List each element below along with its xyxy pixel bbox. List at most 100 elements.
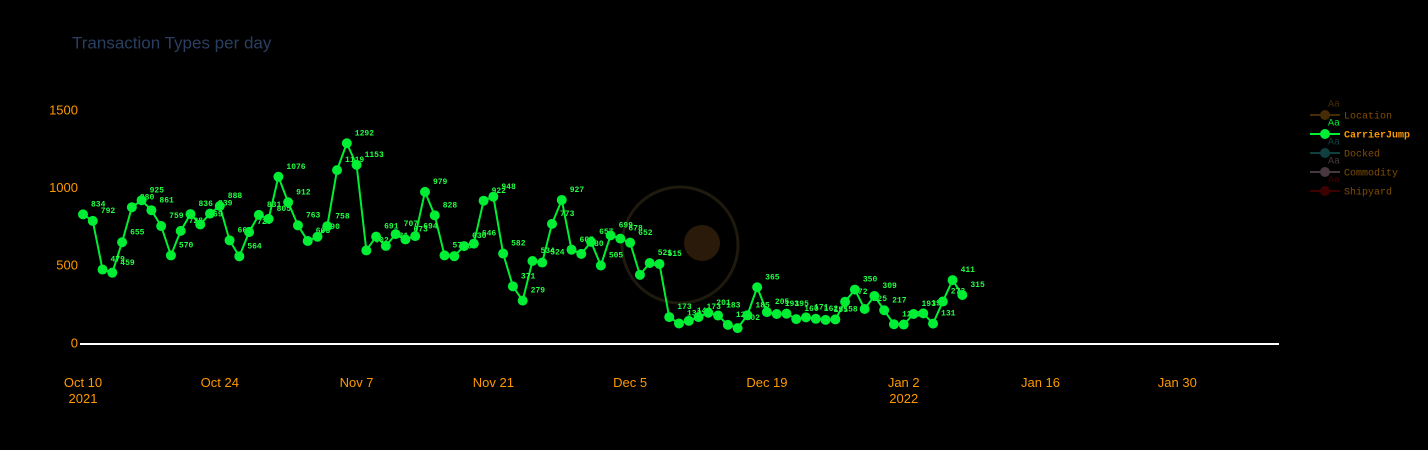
data-point [234, 251, 245, 262]
data-label: 834 [91, 201, 106, 210]
data-point [820, 314, 831, 325]
data-point [371, 231, 382, 242]
data-label: 371 [521, 272, 536, 281]
legend-marker [1320, 148, 1330, 158]
legend-item[interactable]: Aa Location [1310, 100, 1392, 123]
legend-symbol-text: Aa [1328, 138, 1340, 149]
data-label: 315 [970, 281, 985, 290]
data-label: 155 [834, 306, 849, 315]
data-point [117, 237, 128, 248]
data-point [634, 269, 645, 280]
data-label: 652 [638, 229, 653, 238]
data-label: 948 [501, 183, 516, 192]
x-tick-label: Oct 24 [201, 375, 239, 390]
data-point [390, 229, 401, 240]
data-label: 524 [550, 249, 565, 258]
data-label: 505 [609, 252, 624, 261]
data-label: 673 [413, 226, 428, 235]
data-label: 183 [726, 302, 741, 311]
data-label: 922 [492, 187, 507, 196]
data-label: 102 [746, 314, 761, 323]
legend-item[interactable]: Aa Shipyard [1310, 176, 1392, 199]
data-point [654, 258, 665, 269]
data-label: 171 [814, 304, 829, 313]
data-point [459, 241, 470, 252]
data-label: 534 [540, 247, 555, 256]
data-point [586, 236, 597, 247]
data-label: 479 [111, 256, 126, 265]
data-point [224, 235, 235, 246]
data-point [683, 315, 694, 326]
legend-marker [1320, 129, 1330, 139]
data-point [615, 233, 626, 244]
data-point [576, 248, 587, 259]
data-label: 927 [570, 186, 585, 195]
data-point [185, 209, 196, 220]
data-label: 831 [267, 201, 282, 210]
data-point [713, 310, 724, 321]
watermark [620, 185, 740, 305]
data-label: 205 [775, 298, 790, 307]
data-label: 925 [150, 186, 165, 195]
data-point [693, 312, 704, 323]
data-label: 828 [443, 201, 458, 210]
data-point [214, 201, 225, 212]
data-point [791, 314, 802, 325]
data-point [527, 256, 538, 267]
data-point [517, 295, 528, 306]
data-label: 225 [873, 295, 888, 304]
data-label: 131 [941, 310, 956, 319]
data-label: 309 [882, 282, 897, 291]
y-tick-label: 0 [71, 335, 78, 350]
data-label: 880 [140, 193, 155, 202]
data-point [644, 258, 655, 269]
data-label: 173 [707, 303, 722, 312]
data-point [888, 319, 899, 330]
data-label: 691 [384, 223, 399, 232]
data-label: 646 [482, 230, 497, 239]
data-label: 655 [130, 228, 145, 237]
legend-label: Commodity [1344, 168, 1398, 180]
data-label: 459 [120, 259, 135, 268]
data-label: 979 [433, 178, 448, 187]
data-label: 657 [599, 228, 614, 237]
data-point [752, 282, 763, 293]
data-label: 602 [374, 237, 389, 246]
data-point [253, 209, 264, 220]
y-tick-label: 1000 [49, 180, 78, 195]
data-point [478, 195, 489, 206]
data-point [546, 218, 557, 229]
data-point [146, 205, 157, 216]
legend-label: CarrierJump [1344, 130, 1410, 142]
data-label: 888 [228, 192, 243, 201]
data-label: 861 [159, 196, 174, 205]
data-point [937, 296, 948, 307]
data-label: 839 [218, 200, 233, 209]
data-label: 521 [658, 249, 673, 258]
data-label: 132 [687, 310, 702, 319]
data-point [322, 221, 333, 232]
data-point [664, 312, 675, 323]
data-point [947, 275, 958, 286]
data-label: 769 [208, 211, 223, 220]
data-point [468, 238, 479, 249]
data-label: 162 [824, 305, 839, 314]
legend-item[interactable]: Aa Commodity [1310, 157, 1398, 180]
data-label: 763 [306, 212, 321, 221]
legend-item[interactable]: Aa CarrierJump [1310, 119, 1410, 142]
data-label: 1076 [286, 163, 305, 172]
data-point [703, 307, 714, 318]
data-point [205, 208, 216, 219]
x-tick-label: Jan 30 [1158, 375, 1197, 390]
data-point [419, 186, 430, 197]
legend-item[interactable]: Aa Docked [1310, 138, 1380, 161]
x-tick-label: Nov 21 [473, 375, 514, 390]
data-point [879, 305, 890, 316]
data-point [449, 251, 460, 262]
legend-symbol-text: Aa [1328, 176, 1340, 187]
data-point [781, 308, 792, 319]
data-point [429, 210, 440, 221]
data-label: 728 [189, 217, 204, 226]
data-point [556, 194, 567, 205]
data-label: 582 [511, 240, 526, 249]
